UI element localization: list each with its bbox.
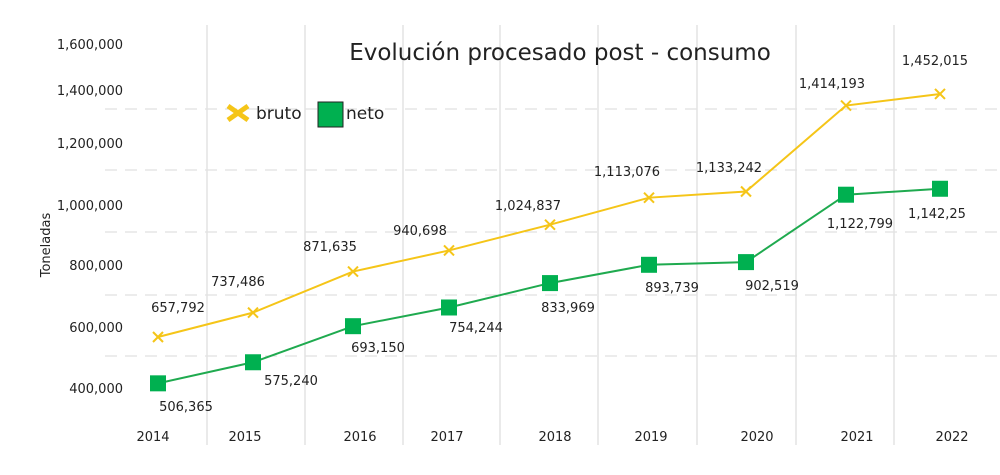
neto-data-label: 902,519 — [745, 279, 799, 294]
neto-data-label: 893,739 — [645, 281, 699, 296]
bruto-point — [544, 218, 556, 231]
neto-data-label: 1,122,799 — [827, 217, 893, 232]
neto-point — [245, 354, 261, 371]
bruto-data-label: 1,024,837 — [495, 199, 561, 214]
neto-point — [542, 275, 558, 292]
bruto-data-label: 940,698 — [393, 224, 447, 239]
y-tick-label: 800,000 — [69, 259, 123, 274]
bruto-point — [152, 331, 164, 343]
bruto-data-label: 737,486 — [211, 275, 265, 290]
neto-data-label: 575,240 — [264, 374, 318, 389]
y-tick-label: 1,400,000 — [57, 84, 123, 99]
y-tick-label: 1,600,000 — [57, 38, 123, 53]
bruto-data-label: 1,113,076 — [594, 165, 660, 180]
bruto-point — [443, 244, 455, 257]
neto-point — [150, 375, 166, 392]
x-tick-label: 2019 — [634, 430, 667, 445]
x-tick-label: 2022 — [935, 430, 968, 445]
neto-data-label: 1,142,25 — [908, 207, 966, 222]
x-tick-label: 2016 — [343, 430, 376, 445]
y-tick-label: 600,000 — [69, 321, 123, 336]
legend-bruto-label: bruto — [256, 104, 302, 124]
legend-neto-square-icon — [317, 101, 344, 128]
bruto-data-label: 1,133,242 — [696, 161, 762, 176]
x-tick-label: 2015 — [228, 430, 261, 445]
x-tick-label: 2021 — [840, 430, 873, 445]
bruto-point — [740, 185, 752, 198]
legend: bruto neto — [226, 101, 384, 128]
y-tick-label: 1,200,000 — [57, 137, 123, 152]
bruto-point — [643, 191, 655, 204]
bruto-point — [934, 88, 946, 100]
neto-data-label: 506,365 — [159, 400, 213, 415]
neto-point — [838, 186, 854, 203]
neto-point — [441, 299, 457, 316]
neto-point — [345, 318, 361, 335]
bruto-data-label: 871,635 — [303, 240, 357, 255]
neto-data-label: 754,244 — [449, 321, 503, 336]
neto-data-label: 693,150 — [351, 341, 405, 356]
neto-point — [932, 180, 948, 197]
legend-neto-label: neto — [346, 104, 384, 124]
chart-title: Evolución procesado post - consumo — [349, 40, 771, 66]
neto-data-label: 833,969 — [541, 301, 595, 316]
y-axis-label: Toneladas — [39, 213, 54, 279]
neto-point — [738, 254, 754, 271]
y-tick-label: 400,000 — [69, 382, 123, 397]
x-tick-label: 2017 — [430, 430, 463, 445]
bruto-point — [840, 99, 852, 112]
bruto-data-label: 657,792 — [151, 301, 205, 316]
neto-point — [641, 256, 657, 273]
bruto-data-label: 1,452,015 — [902, 54, 968, 69]
x-tick-label: 2018 — [538, 430, 571, 445]
legend-bruto-x-icon — [226, 103, 250, 123]
y-tick-label: 1,000,000 — [57, 199, 123, 214]
x-tick-label: 2020 — [740, 430, 773, 445]
bruto-point — [347, 265, 359, 278]
bruto-data-label: 1,414,193 — [799, 77, 865, 92]
x-tick-label: 2014 — [136, 430, 169, 445]
bruto-point — [247, 306, 259, 319]
